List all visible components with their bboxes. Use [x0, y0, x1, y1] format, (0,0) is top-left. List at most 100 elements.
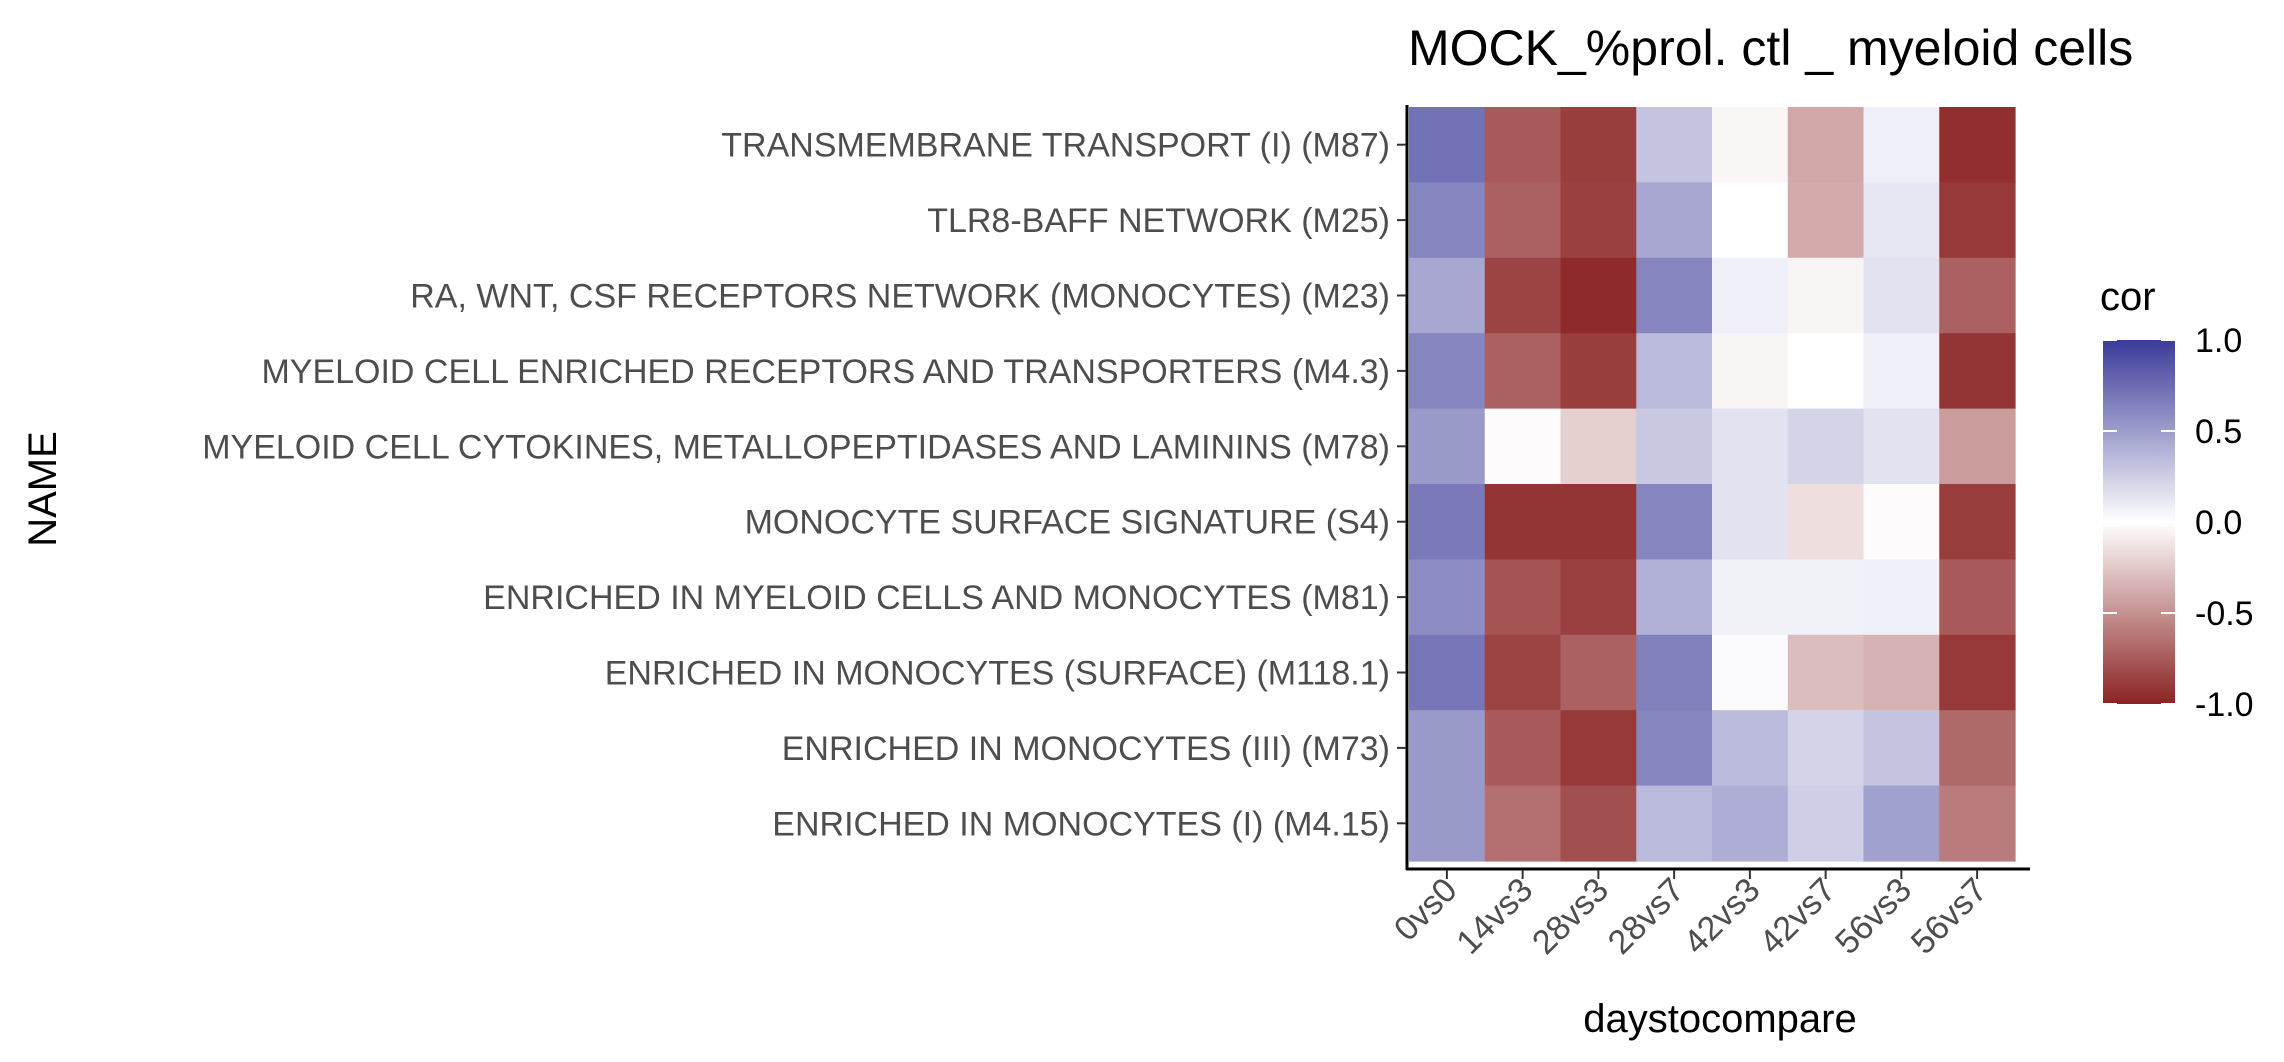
y-tick-labels: TRANSMEMBRANE TRANSPORT (I) (M87) TLR8-BA…: [202, 127, 1390, 844]
y-tick-label: TRANSMEMBRANE TRANSPORT (I) (M87): [721, 127, 1390, 165]
heatmap-cell: [1560, 634, 1637, 711]
y-ticks: [1397, 143, 1406, 825]
heatmap-cell: [1560, 710, 1637, 787]
heatmap-cell: [1787, 107, 1865, 183]
heatmap-cell: [1787, 559, 1865, 636]
heatmap-cell: [1939, 634, 2016, 711]
heatmap-cell: [1787, 634, 1865, 711]
heatmap-cell: [1560, 182, 1637, 259]
heatmap-cell: [1939, 333, 2016, 410]
heatmap-cell: [1409, 634, 1486, 711]
heatmap-cell: [1636, 634, 1713, 711]
heatmap-cell: [1863, 182, 1940, 259]
heatmap-cell: [1636, 182, 1713, 259]
heatmap-cell: [1484, 107, 1562, 183]
heatmap-cell: [1939, 107, 2016, 183]
y-tick-label: ENRICHED IN MONOCYTES (I) (M4.15): [772, 805, 1390, 843]
heatmap-cell: [1787, 182, 1865, 259]
heatmap-cell: [1863, 333, 1940, 410]
heatmap-cell: [1939, 408, 2016, 485]
heatmap-cell: [1636, 785, 1713, 862]
y-tick-label: MONOCYTE SURFACE SIGNATURE (S4): [745, 504, 1390, 542]
heatmap-cell: [1712, 634, 1789, 711]
legend-tick-label: 0.0: [2195, 504, 2242, 542]
heatmap-cell: [1863, 785, 1940, 862]
heatmap-cell: [1409, 107, 1486, 183]
legend-ticks: 1.0 0.5 0.0 -0.5 -1.0: [2103, 322, 2254, 724]
heatmap-cell: [1560, 484, 1637, 560]
heatmap-cell: [1712, 484, 1789, 560]
heatmap-cell: [1863, 257, 1940, 334]
heatmap-cell: [1484, 634, 1562, 711]
chart-title: MOCK_%prol. ctl _ myeloid cells: [1408, 20, 2133, 76]
x-tick-label: 42vs7: [1752, 871, 1843, 962]
heatmap-cell: [1863, 408, 1940, 485]
heatmap-cell: [1863, 559, 1940, 636]
heatmap-cell: [1484, 257, 1562, 334]
y-tick-label: ENRICHED IN MYELOID CELLS AND MONOCYTES …: [483, 579, 1390, 617]
heatmap-cells: [1409, 107, 2016, 862]
heatmap-cell: [1787, 333, 1865, 410]
heatmap-cell: [1636, 484, 1713, 560]
heatmap-cell: [1712, 785, 1789, 862]
heatmap-cell: [1409, 559, 1486, 636]
heatmap-cell: [1409, 710, 1486, 787]
y-tick-label: ENRICHED IN MONOCYTES (III) (M73): [782, 730, 1390, 768]
heatmap-cell: [1939, 559, 2016, 636]
legend: cor 1.0 0.5 0.0 -0.5 -1.0: [2100, 275, 2254, 724]
y-axis-label: NAME: [21, 431, 65, 547]
heatmap-cell: [1484, 710, 1562, 787]
heatmap-cell: [1409, 333, 1486, 410]
legend-tick-label: 1.0: [2195, 322, 2242, 360]
heatmap-cell: [1636, 257, 1713, 334]
x-tick-label: 56vs3: [1828, 871, 1919, 962]
y-tick-label: MYELOID CELL CYTOKINES, METALLOPEPTIDASE…: [202, 428, 1390, 466]
x-axis-label: daystocompare: [1583, 997, 1856, 1041]
heatmap-cell: [1939, 710, 2016, 787]
legend-tick-label: 0.5: [2195, 413, 2242, 451]
heatmap-cell: [1712, 408, 1789, 485]
heatmap-cell: [1863, 484, 1940, 560]
heatmap-cell: [1636, 333, 1713, 410]
heatmap-cell: [1409, 484, 1486, 560]
heatmap-cell: [1484, 559, 1562, 636]
heatmap-cell: [1484, 333, 1562, 410]
heatmap-cell: [1939, 182, 2016, 259]
legend-title: cor: [2100, 275, 2156, 319]
x-tick-label: 28vs7: [1601, 871, 1692, 962]
heatmap-cell: [1560, 408, 1637, 485]
y-tick-label: MYELOID CELL ENRICHED RECEPTORS AND TRAN…: [261, 353, 1390, 391]
heatmap-cell: [1484, 182, 1562, 259]
heatmap-cell: [1939, 484, 2016, 560]
heatmap-cell: [1863, 710, 1940, 787]
heatmap-cell: [1787, 408, 1865, 485]
heatmap-cell: [1787, 484, 1865, 560]
heatmap-cell: [1712, 333, 1789, 410]
heatmap-cell: [1484, 408, 1562, 485]
heatmap-cell: [1560, 257, 1637, 334]
legend-tick-label: -0.5: [2195, 595, 2254, 633]
heatmap-cell: [1712, 710, 1789, 787]
heatmap-cell: [1712, 559, 1789, 636]
heatmap-cell: [1636, 408, 1713, 485]
legend-tick-label: -1.0: [2195, 686, 2254, 724]
heatmap-cell: [1712, 257, 1789, 334]
heatmap-cell: [1560, 333, 1637, 410]
heatmap-cell: [1939, 257, 2016, 334]
heatmap-cell: [1712, 107, 1789, 183]
heatmap-cell: [1560, 559, 1637, 636]
x-tick-label: 42vs3: [1677, 871, 1768, 962]
y-tick-label: ENRICHED IN MONOCYTES (SURFACE) (M118.1): [605, 655, 1390, 693]
heatmap-cell: [1484, 785, 1562, 862]
heatmap-cell: [1863, 107, 1940, 183]
x-tick-label: 28vs3: [1525, 871, 1616, 962]
heatmap-cell: [1484, 484, 1562, 560]
heatmap-cell: [1560, 107, 1637, 183]
heatmap-cell: [1712, 182, 1789, 259]
heatmap-cell: [1409, 785, 1486, 862]
heatmap-cell: [1636, 710, 1713, 787]
heatmap-cell: [1787, 710, 1865, 787]
heatmap-cell: [1409, 257, 1486, 334]
y-tick-label: TLR8-BAFF NETWORK (M25): [927, 202, 1390, 240]
